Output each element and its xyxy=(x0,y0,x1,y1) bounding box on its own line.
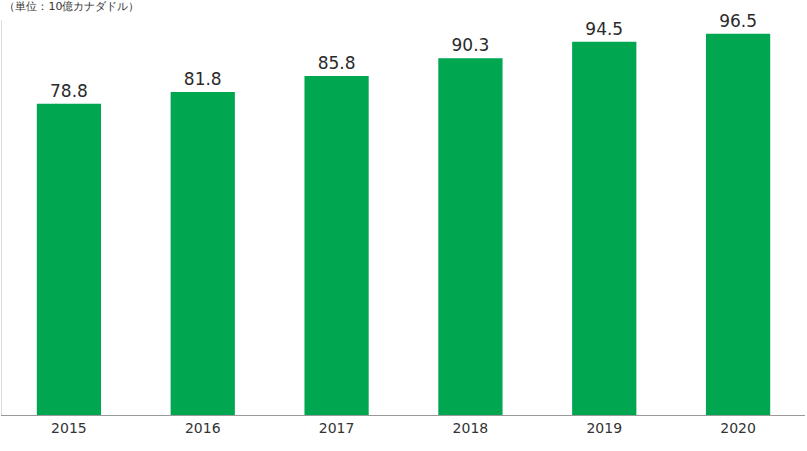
svg-text:90.3: 90.3 xyxy=(451,35,489,55)
svg-text:2016: 2016 xyxy=(185,420,221,436)
svg-text:94.5: 94.5 xyxy=(585,19,623,39)
svg-text:85.8: 85.8 xyxy=(318,53,356,73)
svg-text:2015: 2015 xyxy=(51,420,87,436)
svg-text:2019: 2019 xyxy=(586,420,622,436)
svg-text:（単位：10億カナダドル）: （単位：10億カナダドル） xyxy=(4,0,139,13)
svg-text:96.5: 96.5 xyxy=(719,11,757,31)
svg-text:2020: 2020 xyxy=(720,420,756,436)
svg-text:2017: 2017 xyxy=(319,420,355,436)
svg-text:81.8: 81.8 xyxy=(184,69,222,89)
svg-text:2018: 2018 xyxy=(453,420,489,436)
svg-text:78.8: 78.8 xyxy=(50,81,88,101)
